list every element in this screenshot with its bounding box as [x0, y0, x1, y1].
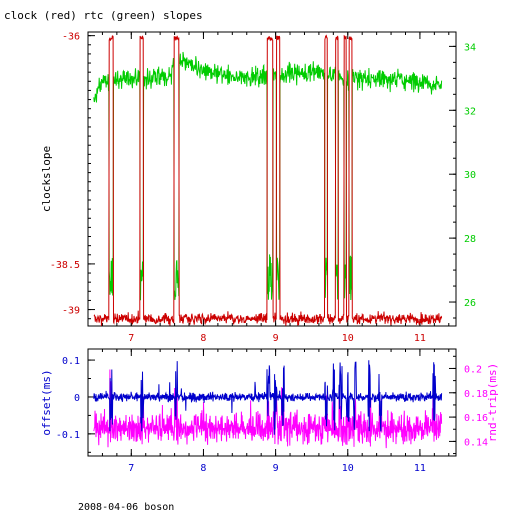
y-axis-label: clockslope	[40, 146, 53, 212]
x-tick-label: 9	[273, 463, 279, 474]
y-tick-label: 0	[74, 393, 80, 404]
slope-panel: 7 8 9 10 11 -39 -38.5 -36 clockslope 26 28 30 32 34	[40, 31, 476, 344]
y-tick-label: 0.2	[464, 364, 482, 375]
y-tick-label: 32	[464, 106, 476, 117]
y-tick-label: 28	[464, 234, 476, 245]
round-trip-line	[93, 369, 443, 449]
plot-frame	[87, 31, 457, 327]
y-tick-label: 0.18	[464, 389, 488, 400]
clock-slope-line	[93, 34, 443, 326]
y-tick-label: 0.1	[62, 356, 80, 367]
x-tick-label: 10	[342, 333, 354, 344]
y-tick-label: -0.1	[56, 430, 80, 441]
x-tick-label: 11	[414, 463, 426, 474]
offset-panel: 7 8 9 10 11 -0.1 0 0.1 offset(ms) 0.14 0.16 0.18 0.2…	[40, 348, 499, 474]
y-tick-label: -38.5	[50, 260, 80, 271]
x-tick-label: 8	[200, 333, 206, 344]
y-axis-label: offset(ms)	[40, 369, 53, 435]
x-tick-label: 8	[200, 463, 206, 474]
footer-label: 2008-04-06 boson	[78, 502, 174, 512]
x-tick-label: 9	[273, 333, 279, 344]
offset-line	[93, 360, 443, 435]
y-tick-label: -36	[62, 32, 80, 43]
y2-axis-label: rnd-trip(ms)	[486, 363, 499, 442]
y-tick-label: 30	[464, 170, 476, 181]
x-tick-label: 10	[342, 463, 354, 474]
chart-title: clock (red) rtc (green) slopes	[4, 9, 203, 22]
x-tick-label: 11	[414, 333, 426, 344]
y-tick-label: 34	[464, 42, 476, 53]
plot-frame	[87, 348, 457, 457]
y-tick-label: 0.14	[464, 437, 488, 448]
y-tick-label: 26	[464, 298, 476, 309]
rtc-slope-line	[93, 51, 443, 301]
x-tick-label: 7	[128, 333, 134, 344]
y-tick-label: -39	[62, 306, 80, 317]
y-tick-label: 0.16	[464, 413, 488, 424]
x-tick-label: 7	[128, 463, 134, 474]
